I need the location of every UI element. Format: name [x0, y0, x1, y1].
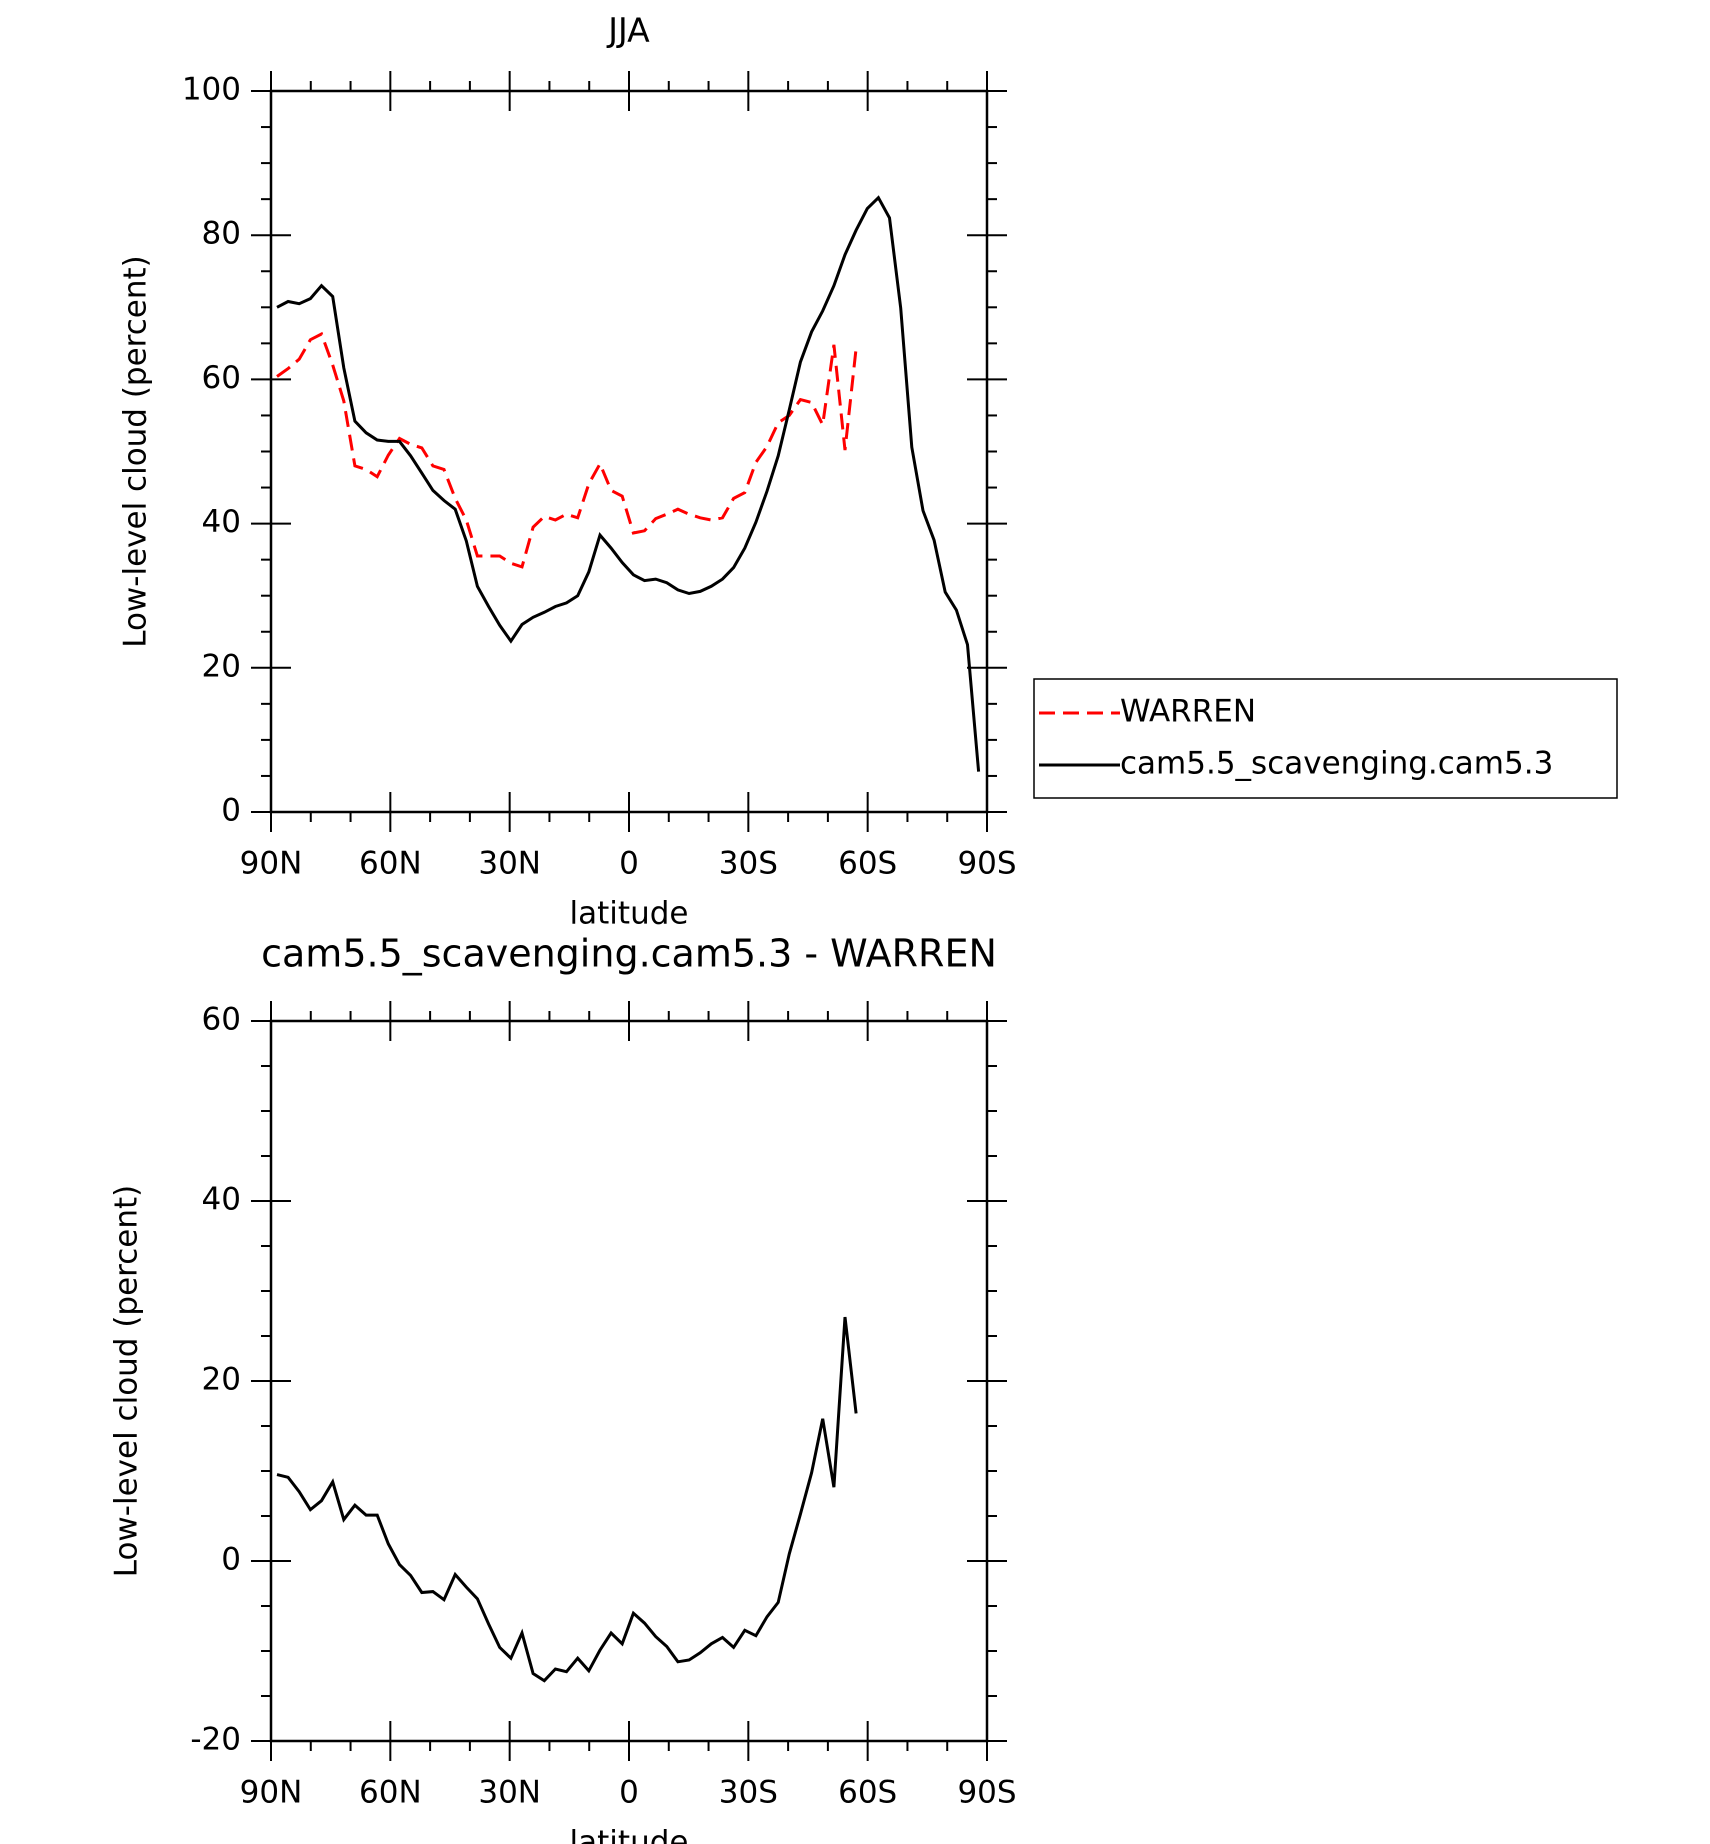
y-tick-label: 0	[221, 1542, 241, 1578]
y-tick-label: -20	[190, 1722, 241, 1758]
y-tick-label: 60	[202, 360, 241, 396]
x-tick-label: 60N	[359, 1775, 422, 1811]
y-tick-label: 20	[202, 1362, 241, 1398]
legend-box	[1033, 678, 1618, 799]
x-tick-label: 60N	[359, 846, 422, 882]
y-tick-label: 80	[202, 216, 241, 252]
x-tick-label: 0	[619, 846, 639, 882]
y-axis-label: Low-level cloud (percent)	[118, 255, 154, 648]
data-line	[276, 1316, 858, 1683]
plot-frame	[269, 1019, 989, 1743]
x-tick-label: 60S	[838, 846, 897, 882]
y-tick-label: 40	[202, 1182, 241, 1218]
plot-frame	[269, 89, 989, 814]
x-tick-label: 30S	[719, 1775, 778, 1811]
x-axis-label: latitude	[570, 1825, 689, 1844]
y-tick-label: 60	[202, 1002, 241, 1038]
data-line	[276, 195, 981, 772]
x-tick-label: 60S	[838, 1775, 897, 1811]
x-axis-label: latitude	[570, 896, 689, 932]
x-tick-label: 30N	[478, 1775, 541, 1811]
x-tick-label: 90N	[240, 846, 303, 882]
y-axis-label: Low-level cloud (percent)	[109, 1185, 145, 1578]
x-tick-label: 90N	[240, 1775, 303, 1811]
legend-label: WARREN	[1120, 694, 1256, 730]
legend-label: cam5.5_scavenging.cam5.3	[1120, 746, 1553, 782]
x-tick-label: 90S	[957, 1775, 1016, 1811]
y-tick-label: 40	[202, 504, 241, 540]
x-tick-label: 30N	[478, 846, 541, 882]
x-tick-label: 30S	[719, 846, 778, 882]
y-tick-label: 100	[182, 72, 241, 108]
y-tick-label: 20	[202, 648, 241, 684]
data-line	[276, 331, 858, 569]
x-tick-label: 90S	[957, 846, 1016, 882]
x-tick-label: 0	[619, 1775, 639, 1811]
chart-title: JJA	[606, 11, 650, 50]
chart-title: cam5.5_scavenging.cam5.3 - WARREN	[261, 932, 997, 976]
y-tick-label: 0	[221, 793, 241, 829]
